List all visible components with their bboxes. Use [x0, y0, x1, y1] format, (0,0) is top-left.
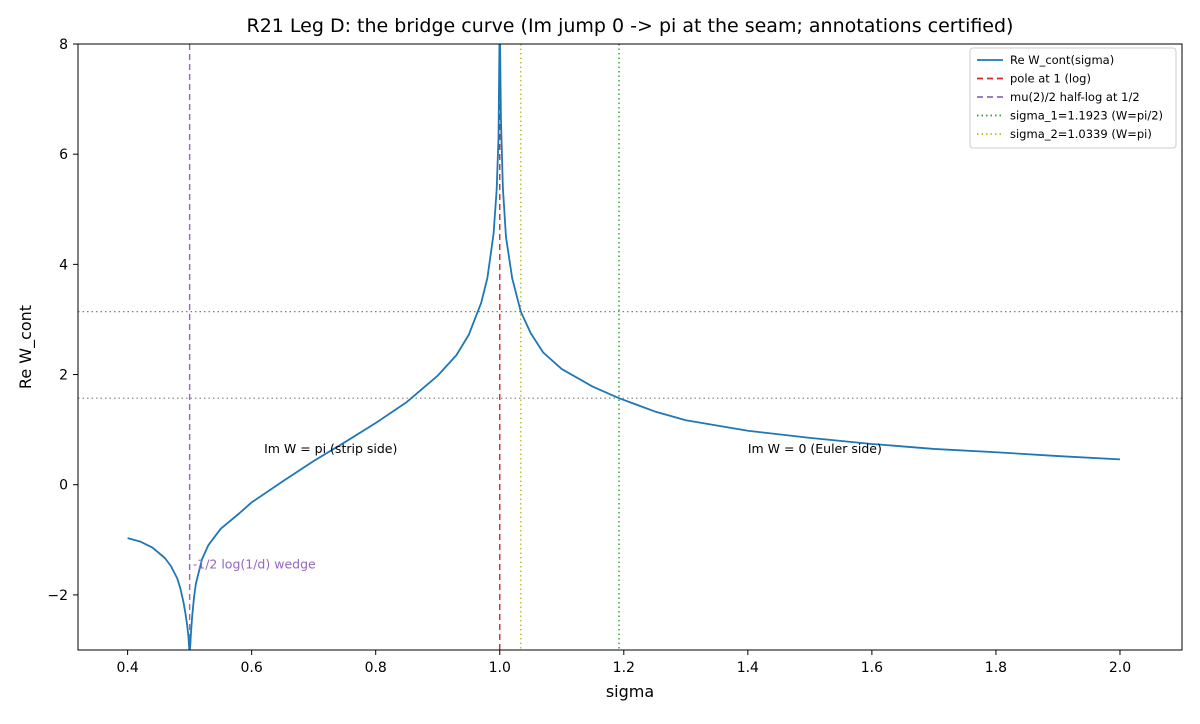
x-tick-label-2: 0.8 — [365, 660, 387, 676]
x-tick-label-1: 0.6 — [241, 660, 263, 676]
x-tick-label-5: 1.4 — [737, 660, 759, 676]
y-tick-label-5: 8 — [59, 37, 68, 53]
x-tick-label-7: 1.8 — [985, 660, 1007, 676]
x-tick-label-8: 2.0 — [1109, 660, 1131, 676]
chart-title: R21 Leg D: the bridge curve (Im jump 0 -… — [247, 15, 1014, 37]
x-axis-label: sigma — [606, 682, 654, 701]
x-tick-label-3: 1.0 — [489, 660, 511, 676]
x-tick-label-0: 0.4 — [116, 660, 138, 676]
x-tick-label-6: 1.6 — [861, 660, 883, 676]
y-tick-label-3: 4 — [59, 257, 68, 273]
y-tick-label-0: −2 — [47, 588, 68, 604]
legend-label-1: pole at 1 (log) — [1010, 72, 1091, 86]
legend-label-2: mu(2)/2 half-log at 1/2 — [1010, 90, 1140, 104]
chart-annotation-0: Im W = pi (strip side) — [264, 441, 397, 456]
series-line-0 — [127, 44, 1121, 650]
plot-frame — [77, 43, 1183, 651]
y-tick-label-1: 0 — [59, 478, 68, 494]
chart-annotation-1: Im W = 0 (Euler side) — [748, 441, 882, 456]
y-tick-label-2: 2 — [59, 368, 68, 384]
legend-box — [969, 47, 1177, 149]
chart-annotation-2: -1/2 log(1/d) wedge — [193, 556, 316, 571]
x-tick-label-4: 1.2 — [613, 660, 635, 676]
y-axis-label: Re W_cont — [16, 305, 36, 389]
y-tick-label-4: 6 — [59, 147, 68, 163]
legend-label-0: Re W_cont(sigma) — [1010, 53, 1114, 67]
legend-label-3: sigma_1=1.1923 (W=pi/2) — [1010, 109, 1163, 123]
legend-label-4: sigma_2=1.0339 (W=pi) — [1010, 127, 1152, 141]
